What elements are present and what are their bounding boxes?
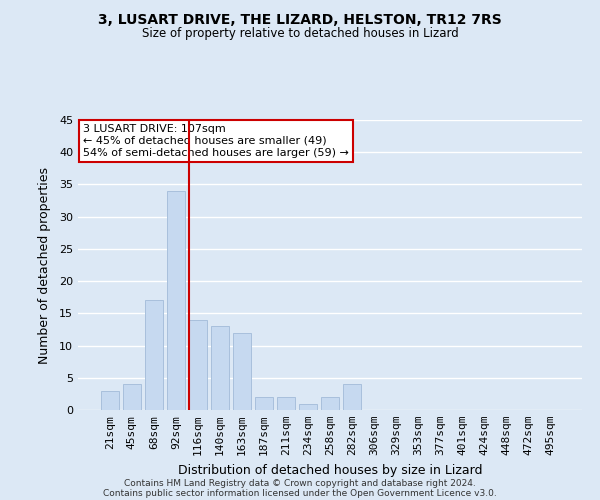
Bar [145, 300, 163, 410]
Text: 3 LUSART DRIVE: 107sqm
← 45% of detached houses are smaller (49)
54% of semi-det: 3 LUSART DRIVE: 107sqm ← 45% of detached… [83, 124, 349, 158]
Y-axis label: Number of detached properties: Number of detached properties [38, 166, 50, 364]
Bar [255, 397, 273, 410]
Bar [233, 332, 251, 410]
Bar [211, 326, 229, 410]
X-axis label: Distribution of detached houses by size in Lizard: Distribution of detached houses by size … [178, 464, 482, 476]
Bar [123, 384, 140, 410]
Bar [299, 404, 317, 410]
Text: Contains public sector information licensed under the Open Government Licence v3: Contains public sector information licen… [103, 488, 497, 498]
Bar [343, 384, 361, 410]
Text: 3, LUSART DRIVE, THE LIZARD, HELSTON, TR12 7RS: 3, LUSART DRIVE, THE LIZARD, HELSTON, TR… [98, 12, 502, 26]
Bar [101, 390, 119, 410]
Bar [321, 397, 339, 410]
Bar [167, 191, 185, 410]
Bar [189, 320, 206, 410]
Bar [277, 397, 295, 410]
Text: Contains HM Land Registry data © Crown copyright and database right 2024.: Contains HM Land Registry data © Crown c… [124, 478, 476, 488]
Text: Size of property relative to detached houses in Lizard: Size of property relative to detached ho… [142, 28, 458, 40]
